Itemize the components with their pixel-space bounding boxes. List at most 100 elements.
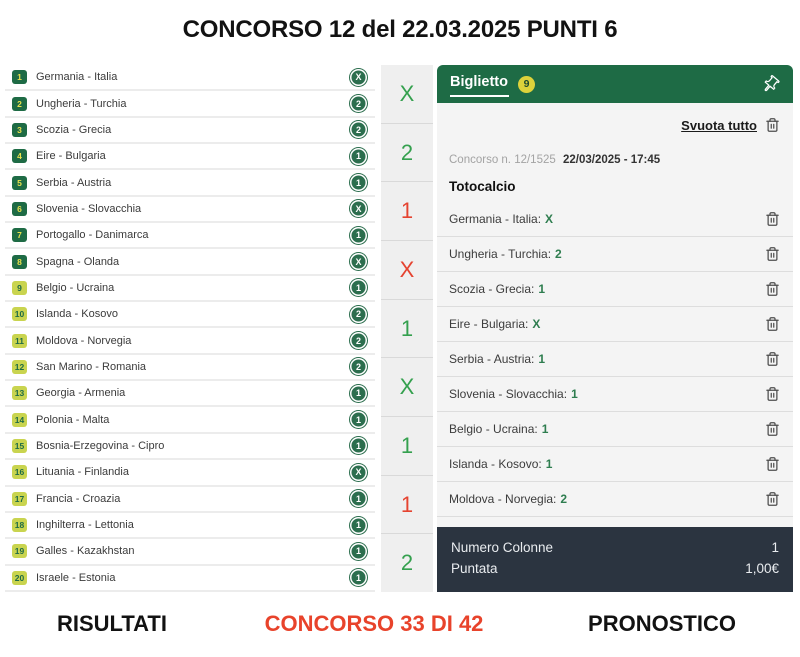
match-result-badge: 2: [350, 305, 367, 323]
pick-match: Islanda - Kosovo: 1: [449, 457, 553, 471]
match-teams: Georgia - Armenia: [36, 387, 126, 400]
match-teams: Lituania - Finlandia: [36, 466, 129, 479]
delete-pick-button[interactable]: [765, 421, 780, 437]
delete-pick-button[interactable]: [765, 386, 780, 402]
match-result-badge: X: [350, 463, 367, 481]
pick-value: 1: [545, 457, 553, 471]
ticket-pick-row: Slovenia - Slovacchia: 1: [437, 377, 793, 412]
match-row: 11 Moldova - Norvegia 2: [5, 328, 375, 355]
match-number-badge: 6: [12, 201, 27, 216]
pick-value: 1: [538, 282, 546, 296]
match-teams: Eire - Bulgaria: [36, 150, 106, 163]
match-teams: Polonia - Malta: [36, 413, 110, 426]
pick-match: Slovenia - Slovacchia: 1: [449, 387, 578, 401]
match-result-badge: 1: [350, 384, 367, 402]
nav-pronostico[interactable]: PRONOSTICO: [588, 611, 736, 636]
match-row: 15 Bosnia-Erzegovina - Cipro 1: [5, 433, 375, 461]
match-number-badge: 17: [12, 491, 27, 506]
match-number-badge: 3: [12, 122, 27, 137]
match-number-badge: 7: [12, 228, 27, 243]
match-row: 12 San Marino - Romania 2: [5, 354, 375, 382]
prediction-cell: X: [381, 240, 433, 299]
ticket-pick-row: Scozia - Grecia: 1: [437, 272, 793, 307]
delete-pick-button[interactable]: [765, 351, 780, 367]
summary-puntata-label: Puntata: [451, 561, 498, 577]
match-row: 18 Inghilterra - Lettonia 1: [5, 512, 375, 540]
pick-match: Serbia - Austria: 1: [449, 352, 546, 366]
match-row: 5 Serbia - Austria 1: [5, 170, 375, 197]
match-teams: Israele - Estonia: [36, 571, 116, 584]
delete-pick-button[interactable]: [765, 211, 780, 227]
prediction-cell: X: [381, 357, 433, 416]
match-number-badge: 15: [12, 438, 27, 453]
match-result-badge: 1: [350, 516, 367, 534]
ticket-header: Biglietto 9: [437, 65, 793, 103]
results-list: 1 Germania - Italia X 2 Ungheria - Turch…: [5, 65, 375, 592]
match-result-badge: 1: [350, 569, 367, 587]
pick-match: Ungheria - Turchia: 2: [449, 247, 562, 261]
pick-value: 1: [538, 352, 546, 366]
delete-pick-button[interactable]: [765, 491, 780, 507]
match-teams: Inghilterra - Lettonia: [36, 519, 134, 532]
match-number-badge: 13: [12, 386, 27, 401]
pin-icon[interactable]: [761, 74, 780, 94]
match-result-badge: 1: [350, 411, 367, 429]
pick-value: 1: [541, 422, 549, 436]
nav-risultati[interactable]: RISULTATI: [57, 611, 167, 636]
page-title: CONCORSO 12 del 22.03.2025 PUNTI 6: [182, 16, 618, 43]
prediction-cell: 1: [381, 474, 433, 534]
ticket-pick-row: Moldova - Norvegia: 2: [437, 482, 793, 517]
match-result-badge: 1: [350, 437, 367, 455]
match-teams: Scozia - Grecia: [36, 123, 112, 136]
match-row: 16 Lituania - Finlandia X: [5, 460, 375, 487]
delete-pick-button[interactable]: [765, 281, 780, 297]
match-row: 14 Polonia - Malta 1: [5, 407, 375, 434]
match-result-badge: 1: [350, 226, 367, 244]
match-result-badge: X: [350, 200, 367, 218]
match-row: 19 Galles - Kazakhstan 1: [5, 539, 375, 566]
trash-icon[interactable]: [765, 117, 780, 133]
match-teams: Moldova - Norvegia: [36, 334, 132, 347]
pick-value: X: [545, 212, 554, 226]
prediction-cell: 1: [381, 181, 433, 240]
match-row: 6 Slovenia - Slovacchia X: [5, 196, 375, 224]
match-number-badge: 5: [12, 175, 27, 190]
game-title: Totocalcio: [449, 179, 516, 194]
match-number-badge: 10: [12, 307, 27, 322]
clear-all-row: Svuota tutto: [437, 103, 793, 133]
match-result-badge: X: [350, 253, 367, 271]
delete-pick-button[interactable]: [765, 316, 780, 332]
ticket-count-badge: 9: [518, 75, 535, 93]
match-result-badge: 1: [350, 174, 367, 192]
match-teams: San Marino - Romania: [36, 360, 147, 373]
match-teams: Ungheria - Turchia: [36, 97, 127, 110]
ticket-panel: Biglietto 9 Svuota tutto Concorso n. 12/…: [437, 65, 793, 592]
ticket-pick-row: Germania - Italia: X: [437, 202, 793, 237]
match-teams: Francia - Croazia: [36, 492, 121, 505]
match-result-badge: 1: [350, 279, 367, 297]
match-number-badge: 4: [12, 149, 27, 164]
match-teams: Serbia - Austria: [36, 176, 112, 189]
clear-all-button[interactable]: Svuota tutto: [681, 117, 757, 133]
match-number-badge: 9: [12, 280, 27, 295]
match-result-badge: 1: [350, 490, 367, 508]
match-number-badge: 14: [12, 412, 27, 427]
pick-value: 2: [555, 247, 562, 261]
delete-pick-button[interactable]: [765, 246, 780, 262]
match-number-badge: 11: [12, 333, 27, 348]
prediction-cell: X: [399, 80, 415, 106]
match-number-badge: 20: [12, 570, 27, 585]
match-row: 7 Portogallo - Danimarca 1: [5, 223, 375, 250]
ticket-pick-row: Serbia - Austria: 1: [437, 342, 793, 377]
match-result-badge: X: [350, 68, 367, 86]
match-result-badge: 2: [350, 358, 367, 376]
match-row: 13 Georgia - Armenia 1: [5, 381, 375, 408]
delete-pick-button[interactable]: [765, 456, 780, 472]
match-result-badge: 2: [350, 121, 367, 139]
pick-match: Belgio - Ucraina: 1: [449, 422, 549, 436]
match-number-badge: 1: [12, 70, 27, 85]
match-row: 3 Scozia - Grecia 2: [5, 117, 375, 145]
prediction-cell: 2: [381, 533, 433, 592]
pick-match: Germania - Italia: X: [449, 212, 554, 226]
match-result-badge: 2: [350, 332, 367, 350]
